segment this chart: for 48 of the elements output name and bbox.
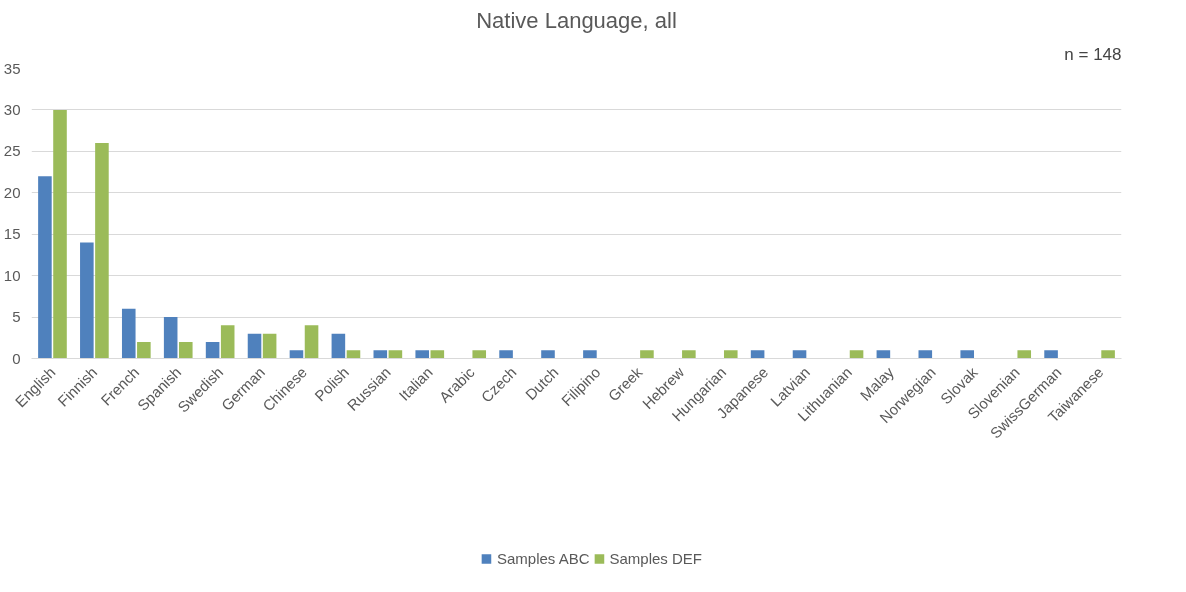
y-tick-label: 35 (3, 59, 21, 77)
y-tick-label: 15 (3, 225, 21, 243)
bar (750, 350, 765, 359)
bar (38, 176, 52, 359)
legend-label: Samples ABC (496, 549, 590, 567)
text: n = 148 (1064, 44, 1122, 64)
y-tick-label: 30 (3, 100, 21, 118)
bar (640, 350, 654, 359)
bar (583, 350, 597, 359)
y-tick-label: 20 (3, 183, 21, 201)
bar (541, 350, 555, 359)
bar (304, 325, 319, 359)
bar (373, 350, 388, 359)
bar (876, 350, 891, 359)
bar (163, 317, 178, 359)
bar (1017, 350, 1032, 359)
bar (682, 350, 696, 359)
bar (430, 350, 445, 359)
bar (53, 109, 67, 359)
bar (121, 308, 136, 359)
bar (331, 333, 346, 359)
bar (849, 350, 864, 359)
chart-title: Native Language, all (476, 7, 677, 33)
bar (472, 350, 487, 359)
bar (137, 341, 151, 359)
y-tick-label: 25 (3, 142, 21, 160)
bar (247, 333, 262, 359)
bar (792, 350, 807, 359)
bar (388, 350, 403, 359)
bar (1044, 350, 1058, 359)
y-tick-label: 10 (3, 266, 21, 284)
bar (178, 341, 193, 359)
bar (205, 341, 220, 359)
bar (95, 143, 109, 359)
y-tick-label: 5 (12, 308, 21, 326)
bar (415, 350, 430, 359)
bar (289, 350, 304, 359)
bar (499, 350, 513, 359)
bar (960, 350, 975, 359)
bar (1101, 350, 1115, 359)
bar (220, 325, 235, 359)
y-tick-label: 0 (12, 349, 21, 367)
bar (918, 350, 933, 359)
legend-label: Samples DEF (609, 549, 703, 567)
bar (346, 350, 361, 359)
bar (723, 350, 738, 359)
bar (80, 242, 94, 359)
bar (262, 333, 277, 359)
